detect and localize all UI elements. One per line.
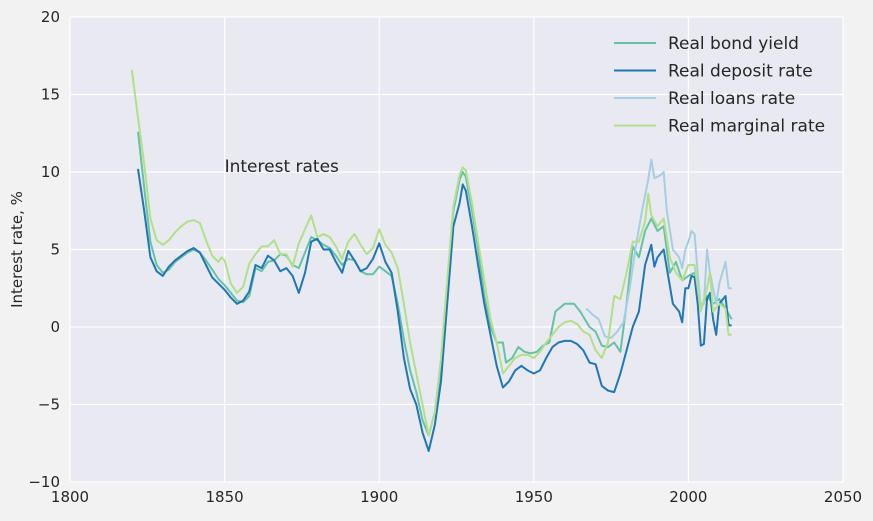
legend-label: Real marginal rate	[668, 117, 825, 137]
x-tick-label: 1900	[360, 488, 398, 506]
x-tick-label: 1850	[206, 488, 244, 506]
x-tick-label: 1950	[515, 488, 553, 506]
y-tick-label: −10	[28, 473, 60, 491]
series-lines	[130, 69, 733, 452]
legend-label: Real deposit rate	[668, 62, 813, 82]
y-tick-label: 20	[41, 8, 60, 26]
series-line-1	[137, 168, 732, 452]
legend: Real bond yield Real deposit rate Real loa…	[614, 34, 825, 137]
x-tick-label: 1800	[51, 488, 89, 506]
y-tick-label: 0	[50, 318, 60, 336]
chart-annotation: Interest rates	[225, 157, 339, 177]
grid-lines	[69, 16, 844, 483]
y-axis-label: Interest rate, %	[8, 191, 26, 308]
x-tick-label: 2050	[824, 488, 862, 506]
legend-label: Real bond yield	[668, 34, 799, 54]
series-line-3	[130, 69, 732, 437]
y-tick-label: 10	[41, 163, 60, 181]
y-tick-label: 15	[41, 86, 60, 104]
y-tick-label: 5	[50, 241, 60, 259]
y-tick-label: −5	[38, 396, 60, 414]
x-tick-label: 2000	[669, 488, 707, 506]
x-axis-ticks: 1800 1850 1900 1950 2000 2050	[51, 488, 862, 506]
y-axis-ticks: −10 −5 0 5 10 15 20	[28, 8, 60, 491]
legend-label: Real loans rate	[668, 89, 795, 109]
